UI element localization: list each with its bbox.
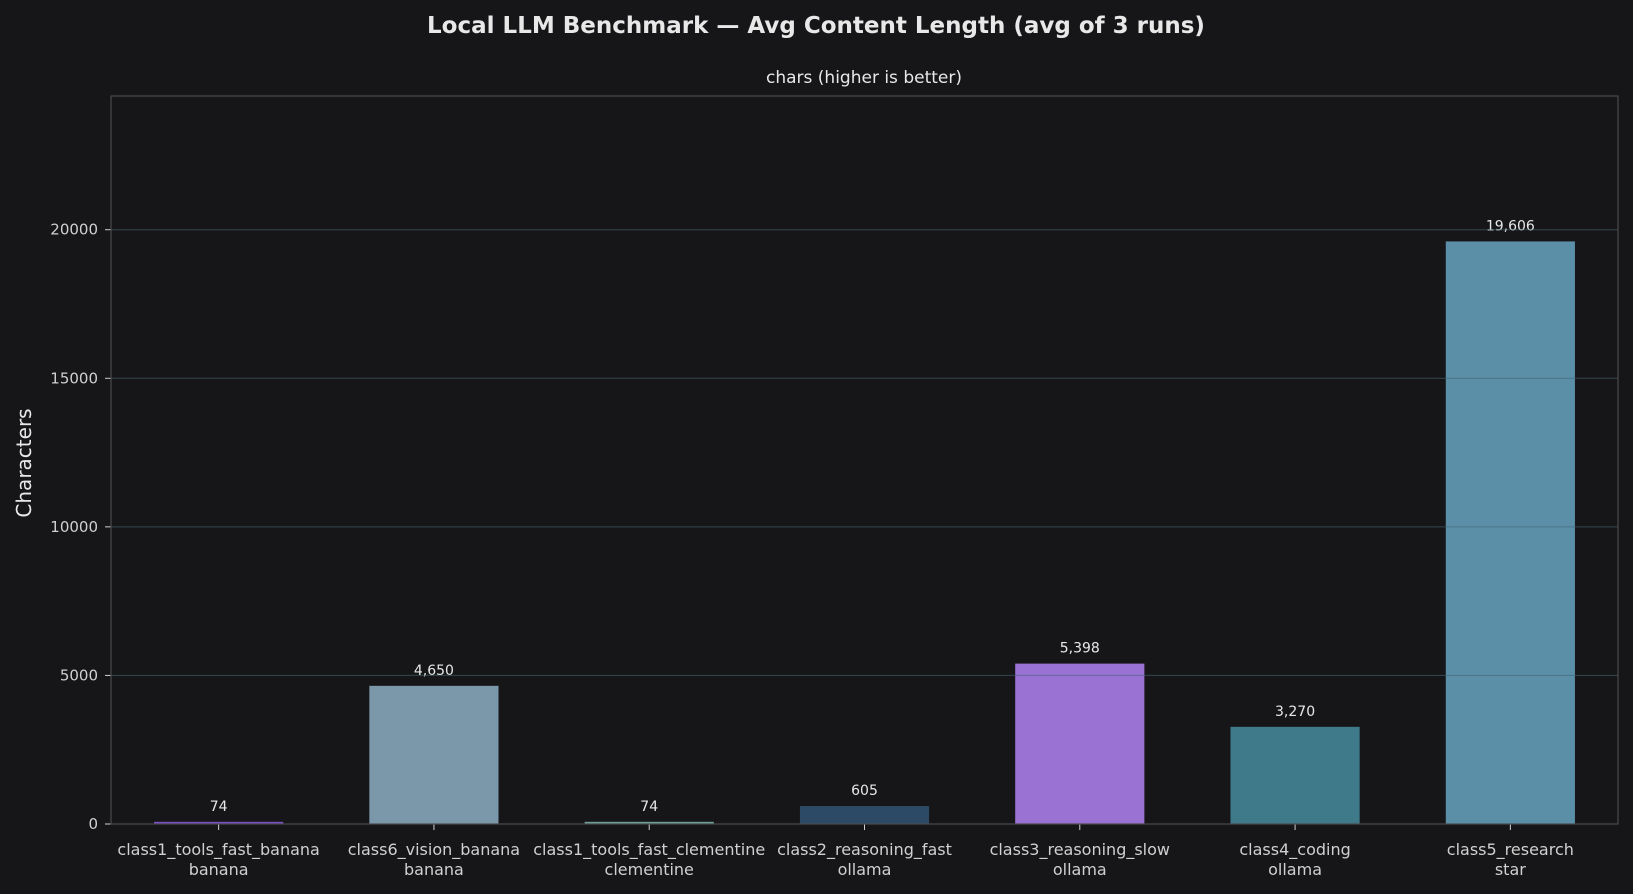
bar [1445,241,1575,825]
chart-title: Local LLM Benchmark — Avg Content Length… [427,13,1205,39]
x-tick-label-host: clementine [605,860,694,879]
bar [799,806,930,824]
x-tick-label: class4_coding ollama [1239,840,1350,879]
plot-area: 0 5000 10000 15000 20000 74 class1_tools_fast_… [50,95,1619,879]
data-label: 4,650 [414,663,454,679]
data-label: 605 [851,783,878,799]
y-tick-label: 5000 [60,666,98,684]
x-tick-label-host: ollama [1053,860,1107,879]
x-tick-label-host: ollama [1268,860,1322,879]
data-label: 19,606 [1486,218,1535,234]
y-axis-label: Characters [12,408,36,517]
y-tick-label: 10000 [50,518,98,536]
x-tick-label: class3_reasoning_slow ollama [990,840,1170,879]
x-tick-label-host: banana [189,860,249,879]
bar [369,685,499,824]
x-tick-label-name: class4_coding [1239,840,1350,860]
x-tick-label-host: ollama [838,860,892,879]
data-label: 74 [210,799,228,815]
bar [584,821,714,824]
x-tick-label-host: star [1495,860,1526,879]
y-tick-label: 15000 [50,369,98,387]
plot-panel [111,96,1618,824]
x-tick-label-name: class2_reasoning_fast [777,840,952,860]
bar [1230,726,1360,824]
x-tick-label-name: class3_reasoning_slow [990,840,1170,860]
plot-frame [110,95,1619,825]
bar [1015,663,1145,824]
x-tick-label-host: banana [404,860,464,879]
x-tick-label: class1_tools_fast_banana banana [117,840,319,879]
data-label: 74 [640,799,658,815]
x-tick-label-name: class1_tools_fast_banana [117,840,319,860]
data-label: 5,398 [1060,641,1100,657]
bar [154,821,284,824]
x-tick-label: class5_research star [1447,840,1574,879]
x-tick-label-name: class1_tools_fast_clementine [533,840,765,860]
y-tick-label: 0 [88,815,98,833]
x-tick-label-name: class5_research [1447,840,1574,860]
x-tick-label-name: class6_vision_banana [348,840,520,860]
chart-subtitle: chars (higher is better) [766,68,962,88]
data-label: 3,270 [1275,704,1315,720]
y-tick-label: 20000 [50,221,98,239]
x-tick-label: class2_reasoning_fast ollama [777,840,952,879]
x-tick-label: class6_vision_banana banana [348,840,520,879]
x-tick-label: class1_tools_fast_clementine clementine [533,840,765,879]
